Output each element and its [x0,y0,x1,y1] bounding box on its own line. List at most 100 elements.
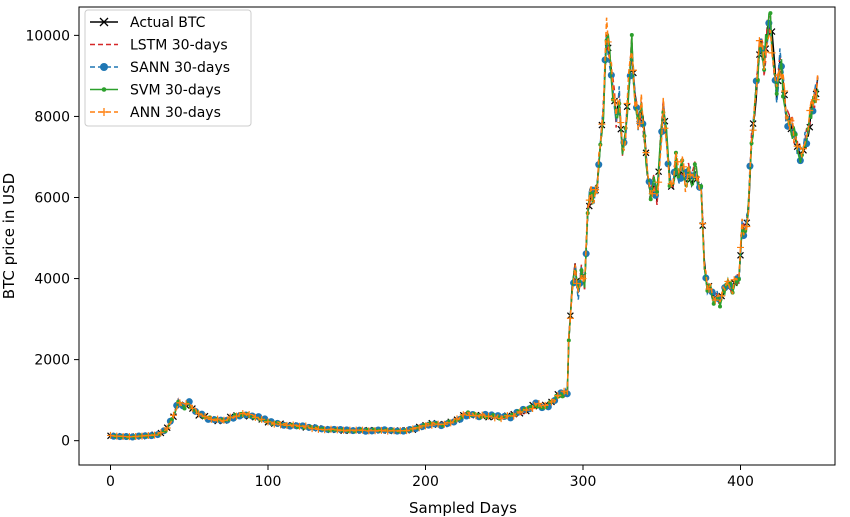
data-point [604,38,612,46]
data-point [516,408,524,416]
y-tick-label: 8000 [34,109,70,125]
data-point [472,412,480,420]
y-tick-label: 0 [61,434,70,450]
data-point [422,422,429,430]
data-point [157,429,165,437]
data-point [548,398,555,406]
data-point [749,126,757,134]
data-point [692,173,700,181]
data-point [667,180,675,188]
data-point [233,412,240,420]
data-point [132,432,140,440]
legend-marker [101,87,107,92]
data-point [371,427,379,435]
data-point [478,411,486,419]
data-point [264,418,272,426]
data-point [107,431,114,439]
data-point [270,420,278,428]
y-tick-label: 2000 [34,353,70,369]
data-point [113,432,121,440]
data-point [151,431,159,439]
data-point [661,124,669,132]
data-point [585,196,593,204]
data-point [415,424,423,432]
data-point [308,425,316,433]
data-point [428,421,436,429]
data-point [359,426,366,434]
data-point [774,71,782,79]
data-point [182,400,190,408]
data-point [554,392,562,400]
data-point [579,268,584,273]
data-point [434,420,442,428]
data-point [340,426,348,434]
data-point [390,427,398,435]
data-point [699,184,704,189]
data-point [138,432,146,440]
x-axis: 0 100 200 300 400 [106,465,754,490]
data-point [125,433,133,441]
data-point [258,415,266,423]
data-point [327,425,335,433]
data-point [302,422,310,430]
data-point [182,406,187,411]
x-tick-label: 200 [412,474,439,490]
data-point [623,99,631,107]
data-point [220,416,228,424]
data-point [692,162,697,167]
x-tick-label: 0 [106,474,115,490]
data-point [737,243,744,251]
data-point [176,399,184,407]
data-point [201,413,209,421]
data-point [510,412,518,420]
y-axis-title: BTC price in USD [0,173,18,299]
data-point [170,411,177,419]
data-point [718,304,723,309]
data-point [705,285,713,293]
data-point [579,275,587,283]
data-point [321,426,329,434]
data-point [214,415,222,423]
legend-marker [100,108,108,116]
legend-marker [99,17,109,27]
legend: Actual BTC LSTM 30-days SANN 30-days SVM 30… [84,9,252,127]
data-point [749,141,754,146]
data-point [207,415,215,423]
legend-item-4: ANN 30-days [90,105,221,121]
data-point [730,276,738,284]
data-point [566,338,571,343]
data-point [296,422,303,430]
data-point [466,411,474,419]
data-point [560,387,568,395]
data-point [403,427,411,435]
data-point [699,220,707,228]
data-point [529,405,537,413]
x-axis-title: Sampled Days [409,499,517,517]
data-point [711,296,719,304]
data-point [743,223,751,231]
legend-label: Actual BTC [130,15,206,31]
data-point [440,420,448,428]
data-point [535,400,543,408]
data-point [283,421,291,429]
data-point [289,421,297,429]
data-point [485,412,492,420]
data-point [377,426,385,434]
data-point [333,426,341,434]
data-point [762,48,770,56]
legend-item-0: Actual BTC [90,15,206,31]
data-point [384,427,392,435]
data-point [755,37,763,45]
data-point [768,11,773,16]
data-point [226,413,234,421]
data-point [314,425,322,433]
data-point [573,279,581,287]
data-point [277,421,285,429]
data-point [655,178,663,186]
data-point [812,96,820,104]
data-point [736,277,741,282]
data-point [195,410,203,418]
legend-label: SVM 30-days [130,83,221,99]
data-point [163,424,171,432]
data-point [674,158,681,166]
